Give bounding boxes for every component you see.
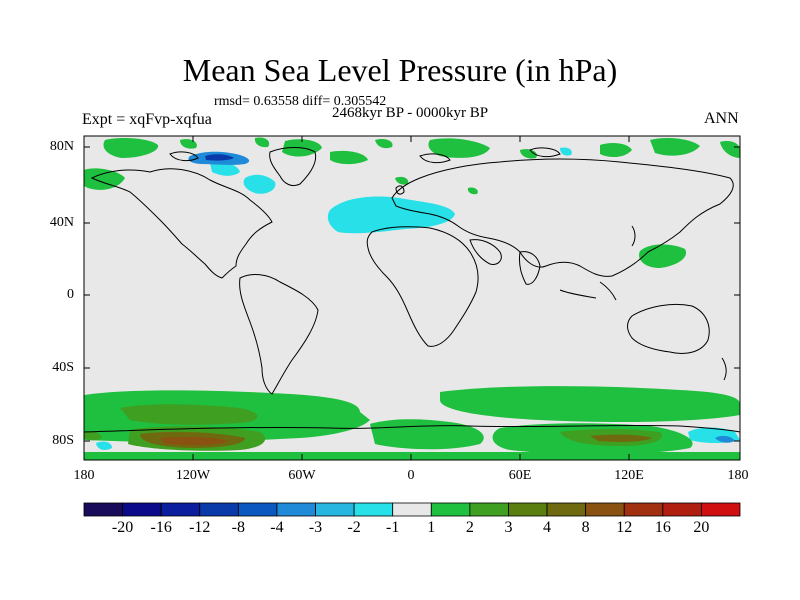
legend-swatch: [662, 502, 702, 517]
season-label: ANN: [704, 110, 739, 127]
strong-negative-patches: [188, 151, 735, 443]
lon-tick-0: 0: [407, 468, 415, 483]
period-text: 2468kyr BP - 0000kyr BP: [331, 105, 489, 121]
legend-label: 12: [616, 519, 633, 536]
legend-swatch: [701, 502, 741, 517]
negative-anomaly-patches: [96, 147, 740, 451]
legend-swatch: [508, 502, 548, 517]
legend-label: -4: [270, 519, 284, 536]
legend-swatch: [237, 502, 278, 517]
legend-label: 2: [465, 519, 474, 536]
legend-label: -8: [231, 519, 245, 536]
legend-label: -12: [189, 519, 211, 536]
legend-label: 16: [654, 519, 671, 536]
legend-swatch: [546, 502, 587, 517]
legend-swatch: [469, 502, 509, 517]
lon-tick-120e: 120E: [614, 468, 644, 483]
lat-tick-80n: 80N: [49, 139, 74, 154]
positive-anomaly-patches: [84, 137, 740, 460]
legend-swatch: [83, 502, 123, 517]
lon-tick-60e: 60E: [508, 468, 532, 483]
lat-tick-40s: 40S: [52, 360, 74, 375]
stats-text: rmsd= 0.63558 diff= 0.305542: [214, 94, 387, 109]
lon-tick-120w: 120W: [175, 468, 211, 483]
lon-tick-180e: 180: [727, 468, 749, 483]
legend-label: -16: [150, 519, 172, 536]
legend-label: 20: [693, 519, 710, 536]
map-frame: [83, 135, 741, 461]
legend-label: -3: [308, 519, 323, 536]
legend-swatch: [199, 502, 239, 517]
chart-title: Mean Sea Level Pressure (in hPa): [182, 52, 618, 88]
legend-swatch: [430, 502, 471, 517]
legend-swatch: [353, 502, 394, 517]
legend-swatch: [623, 502, 664, 517]
legend-swatch: [160, 502, 201, 517]
legend-swatch: [122, 502, 162, 517]
legend-swatch: [315, 502, 355, 517]
lon-tick-60w: 60W: [288, 468, 316, 483]
legend-swatch: [585, 502, 625, 517]
axis-ticks: [84, 136, 740, 460]
experiment-label: Expt = xqFvp-xqfua: [82, 111, 212, 128]
legend-label: 8: [581, 519, 590, 536]
coastlines: [83, 147, 741, 433]
lat-tick-0: 0: [67, 287, 74, 302]
legend-label: 1: [427, 519, 436, 536]
legend-label: -2: [347, 519, 361, 536]
lon-tick-180w: 180: [73, 468, 95, 483]
legend-label: -20: [111, 519, 134, 536]
legend-label: 4: [543, 519, 552, 536]
legend-label: -1: [386, 519, 400, 536]
strong-positive-patches: [84, 404, 662, 451]
legend-swatch: [392, 502, 432, 517]
lat-tick-80s: 80S: [52, 433, 74, 448]
legend-colorbar: [83, 502, 741, 517]
legend-label: 3: [504, 519, 513, 536]
legend-swatch: [276, 502, 316, 517]
lat-tick-40n: 40N: [49, 215, 74, 230]
